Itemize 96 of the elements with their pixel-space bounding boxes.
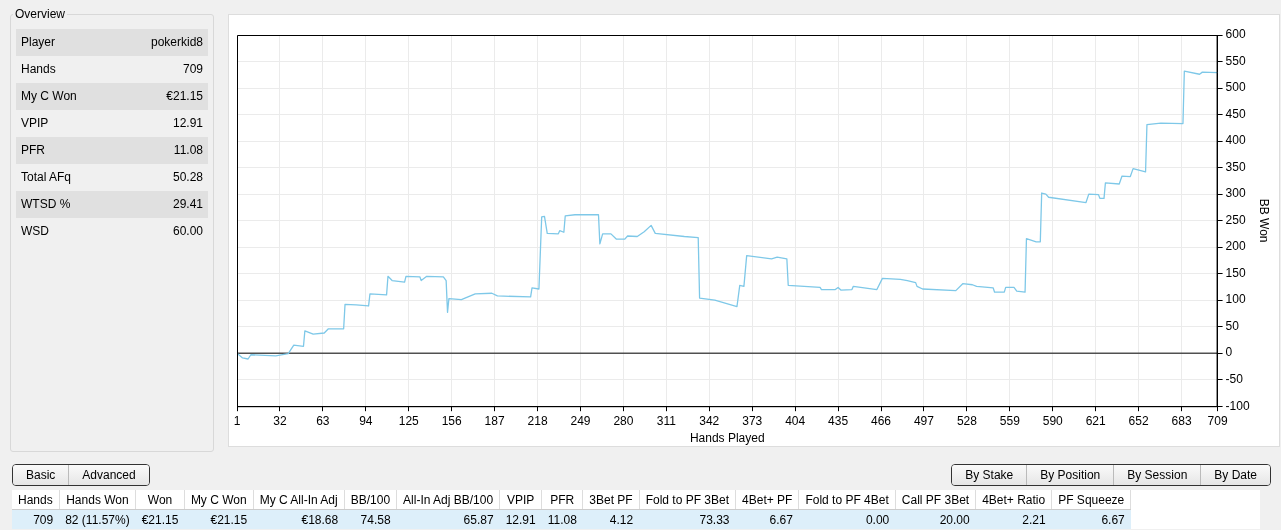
text: 12.91 xyxy=(505,512,536,527)
text: 709 xyxy=(33,512,54,527)
text: By Session xyxy=(1113,465,1201,485)
x-tick-label: 497 xyxy=(913,413,935,428)
text: Overview xyxy=(13,7,68,21)
x-tick-label: 466 xyxy=(871,413,892,428)
category-label: Call PF 3Bet xyxy=(895,490,976,510)
category-label: WSD xyxy=(21,223,49,240)
text: 709 xyxy=(182,62,203,76)
x-tick-label: 709 xyxy=(1207,413,1228,428)
x-tick-label: 528 xyxy=(956,413,978,428)
category-label: Fold to PF 4Bet xyxy=(798,490,896,510)
text: By Stake xyxy=(952,465,1027,485)
category-label: 3Bet PF xyxy=(582,490,640,510)
x-tick-label: 590 xyxy=(1042,413,1064,428)
text: 65.87 xyxy=(463,512,494,527)
x-tick-label: 621 xyxy=(1085,413,1107,428)
x-tick-label: 125 xyxy=(398,413,420,428)
category-label: VPIP xyxy=(499,490,542,510)
text: 82 (11.57%) xyxy=(65,512,130,527)
category-label: VPIP xyxy=(21,115,49,132)
text: By Position xyxy=(1026,465,1114,485)
category-label: WTSD % xyxy=(21,196,71,213)
text: 11.08 xyxy=(173,143,203,157)
y-tick-label: 200 xyxy=(1225,239,1246,254)
y-tick-label: 450 xyxy=(1225,106,1246,121)
x-tick-label: 94 xyxy=(359,413,373,428)
text: 4.12 xyxy=(609,512,634,527)
x-tick-label: 404 xyxy=(785,413,806,428)
category-label: My C All-In Adj xyxy=(253,490,345,510)
x-tick-label: 373 xyxy=(742,413,763,428)
text: By Date xyxy=(1200,465,1270,485)
text: Basic xyxy=(13,465,69,485)
x-tick-label: 559 xyxy=(999,413,1021,428)
text: 74.58 xyxy=(360,512,391,527)
text: €21.15 xyxy=(141,512,179,527)
y-axis-title: BB Won xyxy=(1257,198,1272,243)
text: pokerkid8 xyxy=(150,35,203,49)
x-tick-label: 683 xyxy=(1171,413,1192,428)
text: 6.67 xyxy=(1101,512,1125,527)
text: 11.08 xyxy=(547,512,577,527)
x-tick-label: 63 xyxy=(316,413,330,428)
category-label: My C Won xyxy=(21,88,77,105)
y-tick-label: 250 xyxy=(1225,212,1246,227)
x-tick-label: 311 xyxy=(656,413,677,428)
category-label: PFR xyxy=(541,490,583,510)
y-tick-label: -50 xyxy=(1225,372,1244,386)
y-tick-label: 400 xyxy=(1225,133,1246,148)
text: 29.41 xyxy=(172,197,203,211)
text: 60.00 xyxy=(172,224,203,238)
x-tick-label: 435 xyxy=(828,413,849,428)
text: 2.21 xyxy=(1022,512,1046,527)
y-tick-label: 300 xyxy=(1225,186,1246,201)
x-tick-label: 342 xyxy=(699,413,720,428)
y-tick-label: 500 xyxy=(1225,80,1246,95)
y-tick-label: 150 xyxy=(1225,265,1246,280)
y-tick-label: 350 xyxy=(1225,159,1246,174)
category-label: Total AFq xyxy=(21,169,72,186)
x-tick-label: 1 xyxy=(233,413,241,428)
category-label: 4Bet+ Ratio xyxy=(975,490,1052,510)
category-label: PFR xyxy=(21,142,45,159)
x-tick-label: 280 xyxy=(613,413,634,428)
category-label: Player xyxy=(21,34,56,51)
text: €21.15 xyxy=(210,512,248,527)
category-label: PF Squeeze xyxy=(1051,490,1131,510)
text: €21.15 xyxy=(166,89,203,103)
text: 73.33 xyxy=(699,512,730,527)
category-label: Hands xyxy=(21,61,56,78)
category-label: My C Won xyxy=(184,490,254,510)
text: 6.67 xyxy=(769,512,793,527)
category-label: Hands Won xyxy=(59,490,136,510)
x-tick-label: 652 xyxy=(1128,413,1149,428)
text: €18.68 xyxy=(301,512,339,527)
text: Advanced xyxy=(68,465,149,485)
category-label: 4Bet+ PF xyxy=(735,490,799,510)
category-label: Hands xyxy=(12,490,60,510)
category-label: BB/100 xyxy=(344,490,397,510)
x-tick-label: 156 xyxy=(441,413,463,428)
text: 50.28 xyxy=(172,170,203,184)
category-label: All-In Adj BB/100 xyxy=(396,490,500,510)
text: 20.00 xyxy=(939,512,970,527)
y-tick-label: 550 xyxy=(1225,53,1246,68)
x-tick-label: 249 xyxy=(570,413,591,428)
category-label: Won xyxy=(135,490,185,510)
y-tick-label: 0 xyxy=(1225,345,1233,360)
y-tick-label: 100 xyxy=(1225,292,1246,307)
text: 12.91 xyxy=(172,116,203,130)
category-label: Fold to PF 3Bet xyxy=(639,490,736,510)
text: 0.00 xyxy=(865,512,890,527)
x-tick-label: 32 xyxy=(273,413,287,428)
x-tick-label: 187 xyxy=(484,413,505,428)
y-tick-label: 600 xyxy=(1225,27,1246,42)
x-tick-label: 218 xyxy=(527,413,548,428)
y-tick-label: -100 xyxy=(1225,398,1250,413)
y-tick-label: 50 xyxy=(1225,318,1240,333)
x-axis-title: Hands Played xyxy=(689,431,765,446)
